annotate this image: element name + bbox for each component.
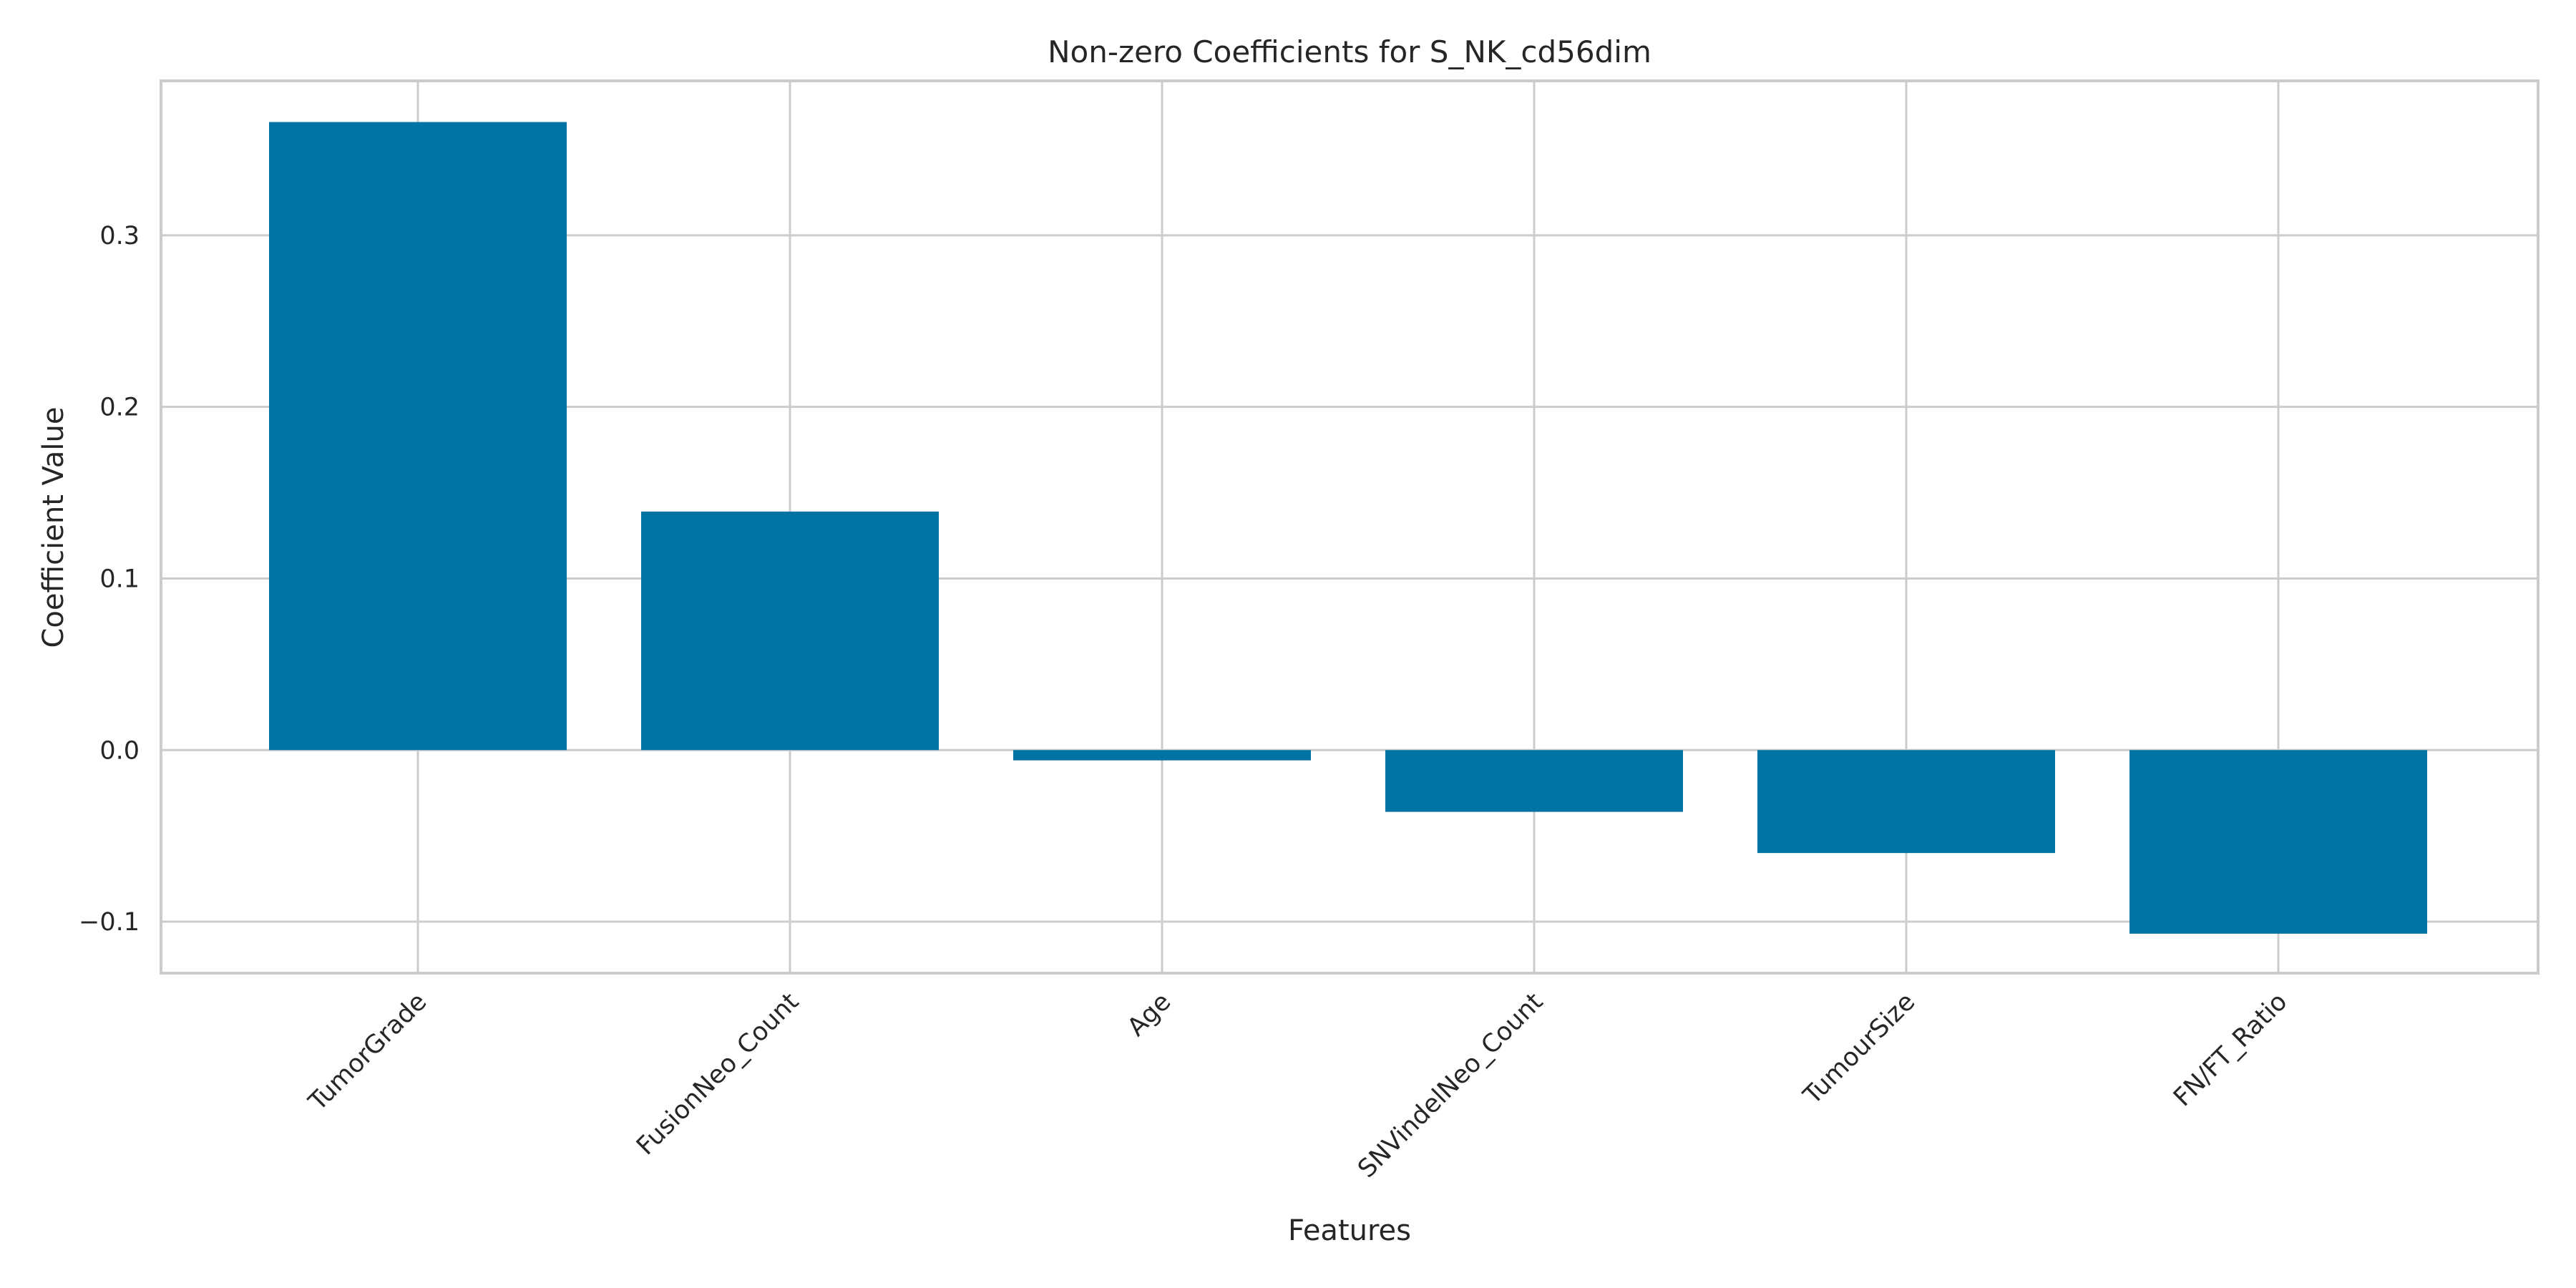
chart-title: Non-zero Coefficients for S_NK_cd56dim [1048, 34, 1652, 69]
x-tick-label: FusionNeo_Count [631, 987, 804, 1161]
x-tick-label: TumourSize [1797, 987, 1921, 1111]
bars [269, 122, 2427, 934]
x-grid-lines [416, 81, 2280, 973]
bar [2129, 750, 2427, 934]
y-tick-label: 0.1 [99, 565, 140, 593]
x-tick-labels: TumorGrade FusionNeo_Count Age SNVindelNeo_… [303, 987, 2293, 1184]
y-axis-label: Coefficient Value [37, 407, 70, 648]
y-tick-label: −0.1 [79, 908, 140, 937]
x-axis-label: Features [1288, 1214, 1411, 1247]
x-tick-label: Age [1122, 987, 1176, 1042]
bar [1013, 750, 1311, 761]
y-tick-label: 0.3 [99, 222, 140, 250]
bar [269, 122, 567, 751]
x-tick-label: FN/FT_Ratio [2168, 987, 2293, 1112]
bar [1385, 750, 1683, 812]
x-tick-label: SNVindelNeo_Count [1352, 987, 1548, 1184]
x-tick-label: TumorGrade [303, 987, 432, 1117]
y-tick-labels: −0.1 0.0 0.1 0.2 0.3 [79, 222, 140, 937]
plot-frame [160, 79, 2540, 975]
bar [1757, 750, 2055, 854]
y-tick-label: 0.2 [99, 394, 140, 422]
y-tick-label: 0.0 [99, 736, 140, 765]
bar [641, 511, 939, 751]
